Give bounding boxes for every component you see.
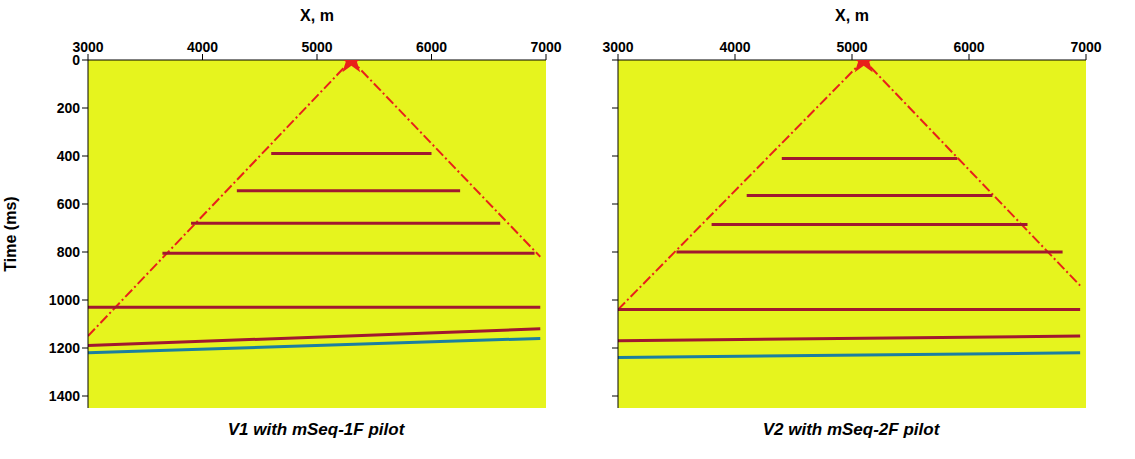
svg-text:Time (ms): Time (ms) xyxy=(2,196,19,271)
html-text:V1 with mSeq-1F pilot: V1 with mSeq-1F pilot xyxy=(227,420,405,439)
svg-text:6000: 6000 xyxy=(416,39,447,55)
svg-text:6000: 6000 xyxy=(953,39,984,55)
svg-text:7000: 7000 xyxy=(530,39,561,55)
html-text:V2 with mSeq-2F pilot: V2 with mSeq-2F pilot xyxy=(762,420,940,439)
svg-text:X, m: X, m xyxy=(835,7,869,24)
svg-text:7000: 7000 xyxy=(1070,39,1101,55)
svg-text:3000: 3000 xyxy=(72,39,104,55)
svg-text:800: 800 xyxy=(57,244,81,260)
svg-text:1200: 1200 xyxy=(49,340,80,356)
svg-text:1400: 1400 xyxy=(49,388,80,404)
svg-text:0: 0 xyxy=(72,52,80,68)
svg-text:4000: 4000 xyxy=(187,39,218,55)
svg-text:600: 600 xyxy=(57,196,81,212)
svg-text:5000: 5000 xyxy=(836,39,867,55)
svg-text:200: 200 xyxy=(57,100,81,116)
svg-text:1000: 1000 xyxy=(49,292,80,308)
svg-text:X, m: X, m xyxy=(300,7,334,24)
svg-text:400: 400 xyxy=(57,148,81,164)
svg-text:3000: 3000 xyxy=(602,39,633,55)
svg-text:5000: 5000 xyxy=(301,39,332,55)
svg-text:4000: 4000 xyxy=(719,39,750,55)
